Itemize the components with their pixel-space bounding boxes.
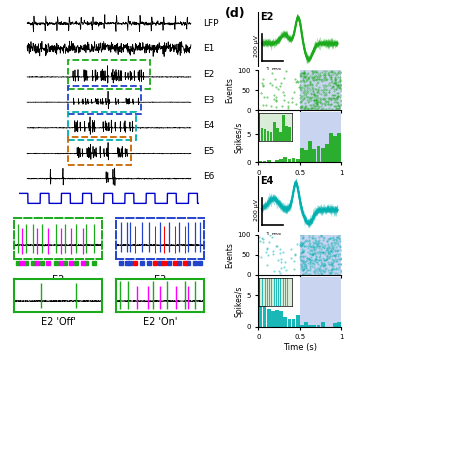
Bar <box>321 148 325 162</box>
Bar <box>258 301 262 327</box>
Bar <box>329 133 333 162</box>
Text: E6: E6 <box>203 173 214 181</box>
Bar <box>337 133 341 162</box>
Text: 1 ms: 1 ms <box>265 67 281 73</box>
Bar <box>263 161 266 162</box>
Bar <box>263 304 266 327</box>
Text: E3: E3 <box>154 275 166 285</box>
Bar <box>275 160 279 162</box>
Bar <box>312 325 316 327</box>
Text: (d): (d) <box>225 7 246 20</box>
Bar <box>296 315 300 327</box>
Text: E4: E4 <box>260 176 273 186</box>
Bar <box>68 86 141 114</box>
Text: E5: E5 <box>203 147 214 155</box>
Text: 1 ms: 1 ms <box>265 232 281 237</box>
Text: E2 'Off': E2 'Off' <box>41 318 75 328</box>
Bar <box>317 325 320 327</box>
Bar <box>300 325 304 327</box>
Bar <box>300 112 341 162</box>
Bar <box>296 158 300 162</box>
Bar <box>304 150 308 162</box>
Bar <box>300 277 341 327</box>
X-axis label: Time (s): Time (s) <box>283 179 317 188</box>
Text: LFP: LFP <box>203 19 218 27</box>
Bar <box>325 144 328 162</box>
Bar <box>321 322 325 327</box>
Bar <box>288 319 292 327</box>
Bar <box>292 158 295 162</box>
Bar <box>333 323 337 327</box>
Bar <box>68 60 150 89</box>
Y-axis label: Events: Events <box>226 77 235 103</box>
Text: E2 'On': E2 'On' <box>143 318 177 328</box>
Bar <box>271 311 275 327</box>
Text: E2: E2 <box>52 275 64 285</box>
Bar <box>304 322 308 327</box>
Y-axis label: Spikes/s: Spikes/s <box>235 121 244 153</box>
Bar <box>68 137 131 165</box>
Bar <box>275 310 279 327</box>
Bar <box>292 319 295 327</box>
Bar <box>283 157 287 162</box>
X-axis label: Time (s): Time (s) <box>283 343 317 352</box>
Bar <box>300 235 341 275</box>
Bar <box>267 160 271 162</box>
Bar <box>258 161 262 162</box>
Bar <box>279 311 283 327</box>
Bar <box>312 149 316 162</box>
Bar <box>267 309 271 327</box>
Bar <box>308 141 312 162</box>
Text: E3: E3 <box>203 96 214 104</box>
Bar <box>300 70 341 110</box>
Y-axis label: Events: Events <box>226 242 235 268</box>
Bar <box>337 322 341 327</box>
Bar <box>279 159 283 162</box>
Text: E2: E2 <box>260 12 273 22</box>
Text: E1: E1 <box>203 45 214 53</box>
Bar <box>317 146 320 162</box>
Text: 200 µV: 200 µV <box>254 199 259 221</box>
Bar <box>288 159 292 162</box>
Bar <box>333 136 337 162</box>
Y-axis label: Spikes/s: Spikes/s <box>235 286 244 318</box>
Bar <box>283 317 287 327</box>
Bar <box>68 111 136 140</box>
Bar <box>300 148 304 162</box>
Bar <box>308 325 312 327</box>
Text: E4: E4 <box>203 121 214 130</box>
Text: E2: E2 <box>203 70 214 79</box>
Text: 200 µV: 200 µV <box>254 35 259 57</box>
